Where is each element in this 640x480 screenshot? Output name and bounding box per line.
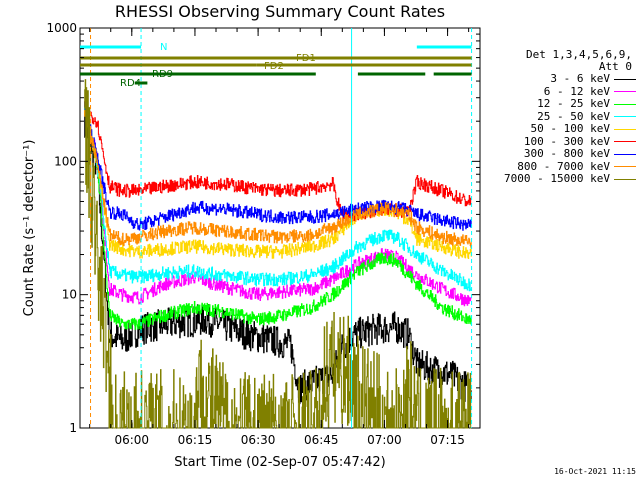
legend-entry-swatch [614,166,636,168]
legend-entry: 100 - 300 keV [466,134,636,149]
legend-entry-swatch [614,78,636,80]
state-bar-label-fd2: FD2 [264,61,284,72]
x-tick-label: 07:00 [367,433,402,447]
legend-entry: 300 - 800 keV [466,148,636,161]
legend-entry: 800 - 7000 keV [466,159,636,174]
legend-entry-swatch [614,103,636,105]
x-tick-label: 06:00 [114,433,149,447]
y-tick-label: 1 [69,421,77,435]
series-line-6 [84,101,472,231]
state-bar-label-n: N [160,42,167,53]
state-bar-label-fd1: FD1 [296,53,316,64]
legend-entry-label: 25 - 50 keV [537,109,610,123]
legend-entry-swatch [614,91,636,93]
legend-entry-swatch [614,116,636,118]
legend-entry-swatch [614,153,636,155]
legend-entry: 6 - 12 keV [466,84,636,99]
legend-entry-label: 300 - 800 keV [523,147,610,161]
x-tick-label: 06:45 [304,433,339,447]
legend-attenuator-line: Att 0 [598,60,632,73]
legend-entry: 3 - 6 keV [466,73,636,86]
y-tick-label: 10 [62,288,77,302]
legend-entry-label: 800 - 7000 keV [517,159,610,173]
series-line-3 [84,105,472,292]
legend-entry-label: 7000 - 15000 keV [504,172,610,186]
legend-entry-label: 50 - 100 keV [530,122,610,136]
series-line-5 [84,101,472,222]
legend: Det 1,3,4,5,6,9, Att 0 3 - 6 keV 6 - 12 k… [466,49,636,186]
state-bar-label-rd4: RD4 [120,78,141,89]
legend-entry: 12 - 25 keV [466,98,636,111]
y-axis-label: Count Rate (s⁻¹ detector⁻¹) [22,140,37,317]
legend-entry-label: 100 - 300 keV [523,134,610,148]
series-line-2 [84,105,472,330]
series-line-4 [84,110,472,259]
footer-timestamp: 16-Oct-2021 11:15 [554,467,636,476]
legend-entry: 7000 - 15000 keV [466,173,636,186]
x-tick-label: 07:15 [430,433,465,447]
legend-entry-swatch [614,128,636,130]
x-tick-label: 06:15 [178,433,213,447]
overlay-layer: N FD1 FD2 RD4 RD9 [80,28,473,428]
legend-entry-swatch [614,141,636,143]
legend-entry-label: 3 - 6 keV [550,72,610,86]
x-axis-label: Start Time (02-Sep-07 05:47:42) [174,455,385,470]
legend-entry: 50 - 100 keV [466,123,636,136]
legend-entry: 25 - 50 keV [466,109,636,124]
legend-detector-line: Det 1,3,4,5,6,9, [526,48,632,61]
series-layer [84,79,472,429]
legend-entry-label: 6 - 12 keV [543,84,610,98]
legend-entry-label: 12 - 25 keV [537,97,610,111]
axes-layer: 1 10 100 1000 06:00 06:15 06:30 06:45 07:00 07:15 [46,21,480,447]
series-line-8 [84,79,472,429]
x-tick-label: 06:30 [241,433,276,447]
state-bar-label-rd9: RD9 [152,69,173,80]
chart-title: RHESSI Observing Summary Count Rates [115,2,445,21]
y-tick-label: 1000 [46,21,77,35]
series-line-7 [84,109,472,248]
legend-entry-swatch [614,178,636,180]
y-tick-label: 100 [54,154,77,168]
